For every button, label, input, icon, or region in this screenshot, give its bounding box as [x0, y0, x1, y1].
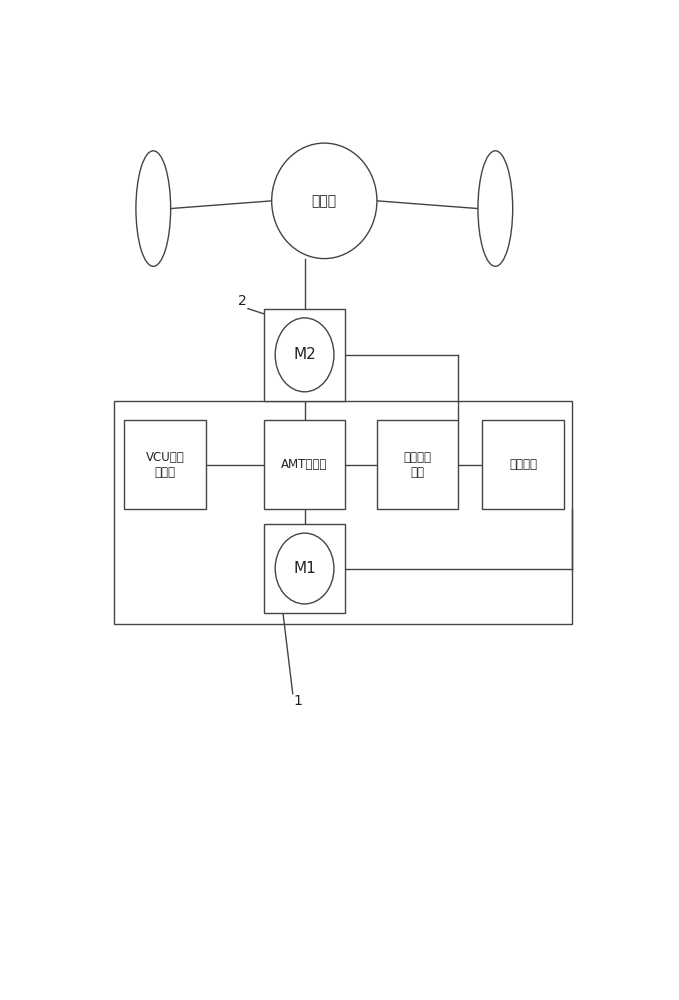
Text: VCU整车
控制器: VCU整车 控制器	[146, 451, 185, 479]
Bar	[264, 309, 346, 401]
Ellipse shape	[136, 151, 170, 266]
Text: 储能系统: 储能系统	[509, 458, 537, 471]
Bar	[264, 524, 346, 613]
Bar	[124, 420, 206, 509]
Text: M2: M2	[293, 347, 316, 362]
Ellipse shape	[275, 533, 334, 604]
Text: 1: 1	[293, 694, 302, 708]
Ellipse shape	[272, 143, 377, 259]
Ellipse shape	[478, 151, 513, 266]
Text: 差速器: 差速器	[312, 194, 337, 208]
Bar	[482, 420, 564, 509]
Bar	[377, 420, 458, 509]
Text: AMT变速算: AMT变速算	[281, 458, 328, 471]
Ellipse shape	[275, 318, 334, 392]
Text: 2: 2	[238, 294, 247, 308]
Bar	[264, 420, 346, 509]
Text: M1: M1	[293, 561, 316, 576]
Bar	[114, 401, 572, 624]
Text: 电机控制
模块: 电机控制 模块	[404, 451, 432, 479]
